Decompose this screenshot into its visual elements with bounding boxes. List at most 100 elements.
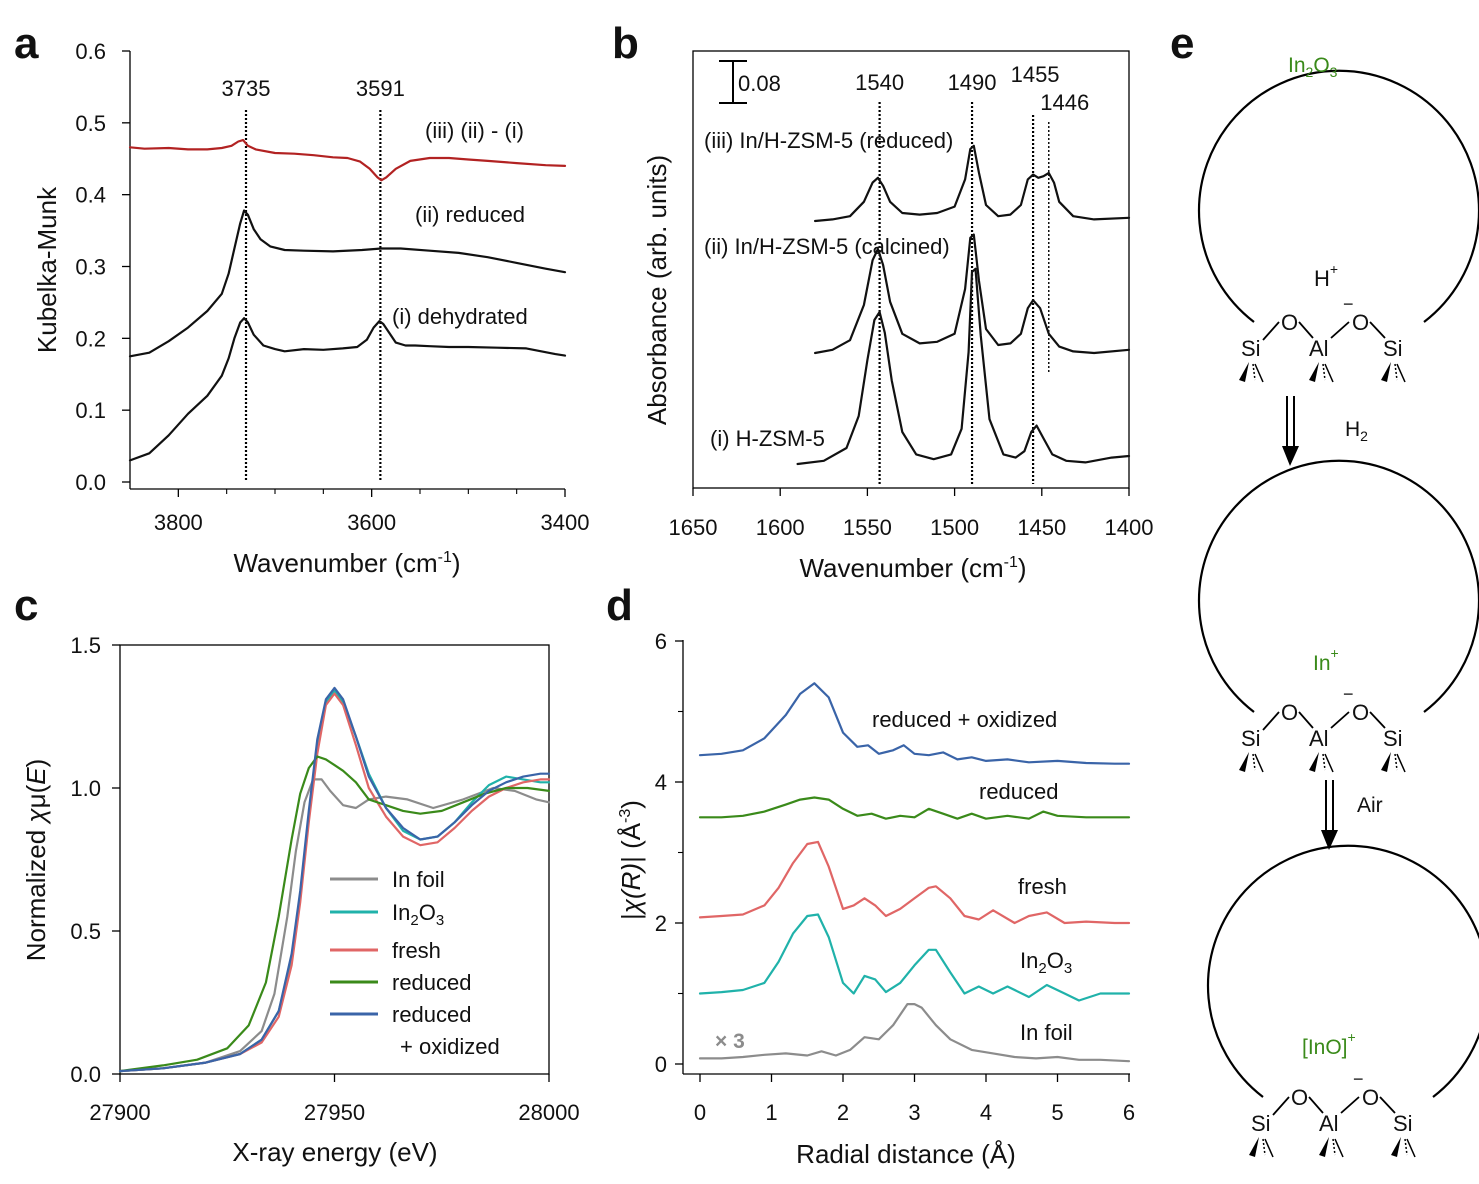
scheme-dash-bond [1396, 753, 1406, 773]
b-xtick-label: 1650 [669, 515, 718, 540]
scheme-bond [1308, 1096, 1324, 1114]
panel-e-letter: e [1170, 19, 1194, 68]
scheme-hash-bond [1252, 753, 1256, 771]
scheme-atom: O [1291, 1085, 1308, 1110]
panel-b-scale-label: 0.08 [738, 71, 781, 96]
c-series-curve [118, 692, 551, 1073]
b-xtick-label: 1400 [1105, 515, 1154, 540]
a-series-curve [128, 209, 567, 358]
scheme-bond [1379, 1096, 1396, 1114]
panel-a-label-iii: (iii) (ii) - (i) [425, 118, 524, 143]
scheme-atom: Si [1241, 726, 1261, 751]
zeolite-cage-arc-mid [1197, 459, 1479, 713]
panel-d-letter: d [606, 581, 633, 630]
c-legend-label: reduced [392, 1002, 472, 1027]
c-series-curve [118, 778, 551, 1073]
panel-b-ticks: 1650 1600 1550 1500 1450 1400 [669, 488, 1154, 540]
scheme-bond [1262, 321, 1280, 341]
scheme-hash-bond [1322, 363, 1326, 381]
scheme-hash-bond [1262, 1138, 1266, 1156]
scheme-bond [1262, 711, 1280, 731]
scheme-dash-bond [1264, 1138, 1274, 1158]
scheme-atom: Si [1383, 726, 1403, 751]
a-xtick-label: 3400 [541, 510, 590, 535]
panel-c-letter: c [14, 581, 38, 630]
d-series-curve [698, 682, 1131, 765]
panel-c-curves [118, 686, 551, 1073]
panel-d-label-in2o3: In2O3 [1020, 948, 1072, 977]
panel-d-label-fresh: fresh [1018, 874, 1067, 899]
scheme-wedge-bond [1319, 1137, 1329, 1157]
b-series-curve [814, 233, 1131, 355]
scheme-wedge-bond [1249, 1137, 1259, 1157]
d-ytick-label: 6 [655, 629, 667, 654]
scheme-air-label: Air [1357, 794, 1383, 817]
a-ytick-label: 0.0 [75, 470, 106, 495]
panel-a-peak-lines: 3735 3591 [222, 76, 405, 480]
panel-d-axes [682, 640, 1130, 1075]
scheme-hash-bond [1394, 753, 1398, 771]
d-xtick-label: 0 [694, 1100, 706, 1125]
panel-a-x-label: Wavenumber (cm-1) [233, 548, 460, 578]
c-ytick-label: 0.0 [70, 1062, 101, 1087]
scheme-wedge-bond [1381, 752, 1391, 772]
scheme-hash-bond [1332, 1138, 1336, 1156]
b-peak-label: 1455 [1011, 62, 1060, 87]
scheme-arrow-air: Air [1321, 780, 1383, 850]
panel-b-label-ii: (ii) In/H-ZSM-5 (calcined) [704, 234, 950, 259]
panel-b: b 1650 1600 1550 1500 1450 1400 0.08 1540 1490… [612, 19, 1153, 583]
scheme-wedge-bond [1391, 1137, 1401, 1157]
panel-a-ticks: 0.0 0.1 0.2 0.3 0.4 0.5 0.6 3800 3600 3400 [75, 39, 589, 535]
scheme-dash-bond [1334, 1138, 1344, 1158]
a-xtick-label: 3600 [347, 510, 396, 535]
scheme-negative-charge: − [1343, 294, 1354, 314]
b-peak-label: 1540 [855, 70, 904, 95]
a-series-curve [128, 317, 567, 462]
c-legend-label: reduced [392, 970, 472, 995]
c-legend-label-oxidized: + oxidized [400, 1034, 500, 1059]
scheme-cage-top: In2O3 H+ Si O Al O Si − [1197, 54, 1479, 383]
panel-c-x-label: X-ray energy (eV) [232, 1137, 437, 1167]
scheme-atom: Si [1241, 336, 1261, 361]
panel-b-label-iii: (iii) In/H-ZSM-5 (reduced) [704, 128, 953, 153]
b-xtick-label: 1550 [843, 515, 892, 540]
framework-mid: Si O Al O Si − [1239, 684, 1406, 773]
panel-b-x-label: Wavenumber (cm-1) [799, 553, 1026, 583]
scheme-dash-bond [1324, 363, 1334, 383]
d-series-curve [698, 840, 1131, 925]
a-ytick-label: 0.6 [75, 39, 106, 64]
scheme-dash-bond [1406, 1138, 1416, 1158]
scheme-arrow-h2: H2 [1282, 396, 1368, 466]
scheme-top-in2o3-label: In2O3 [1288, 54, 1338, 80]
zeolite-cage-arc-top [1197, 69, 1479, 323]
scheme-dash-bond [1254, 753, 1264, 773]
scheme-bond [1330, 321, 1350, 339]
scheme-bond [1272, 1096, 1290, 1116]
c-xtick-label: 27900 [89, 1100, 150, 1125]
scheme-bond [1298, 711, 1314, 729]
d-xtick-label: 3 [908, 1100, 920, 1125]
panel-a-label-i: (i) dehydrated [392, 304, 528, 329]
scheme-dash-bond [1254, 363, 1264, 383]
zeolite-cage-arc-bottom [1206, 844, 1479, 1098]
c-series-curve [118, 755, 551, 1073]
b-series-curve [814, 144, 1131, 223]
d-ytick-label: 0 [655, 1052, 667, 1077]
panel-a-letter: a [14, 19, 39, 68]
a-ytick-label: 0.2 [75, 326, 106, 351]
scheme-bond [1369, 711, 1386, 729]
panel-b-y-label: Absorbance (arb. units) [642, 155, 672, 425]
scheme-atom: Al [1309, 726, 1329, 751]
panel-b-peak-lines: 1540 1490 1455 1446 [855, 62, 1089, 484]
panel-c: c 0.0 0.5 1.0 1.5 27900 27950 28000 In foil In2… [14, 581, 580, 1167]
b-peak-label: 1490 [948, 70, 997, 95]
scheme-bond [1298, 321, 1314, 339]
scheme-wedge-bond [1309, 362, 1319, 382]
c-legend-label: In foil [392, 867, 445, 892]
panel-b-scale-bar: 0.08 [719, 60, 781, 104]
scheme-dash-bond [1396, 363, 1406, 383]
panel-d-label-reduced: reduced [979, 779, 1059, 804]
panel-c-frame [119, 644, 550, 1075]
panel-d-y-label: |χ(R)| (Å-3) [616, 800, 646, 920]
scheme-in-plus: In+ [1313, 645, 1339, 675]
